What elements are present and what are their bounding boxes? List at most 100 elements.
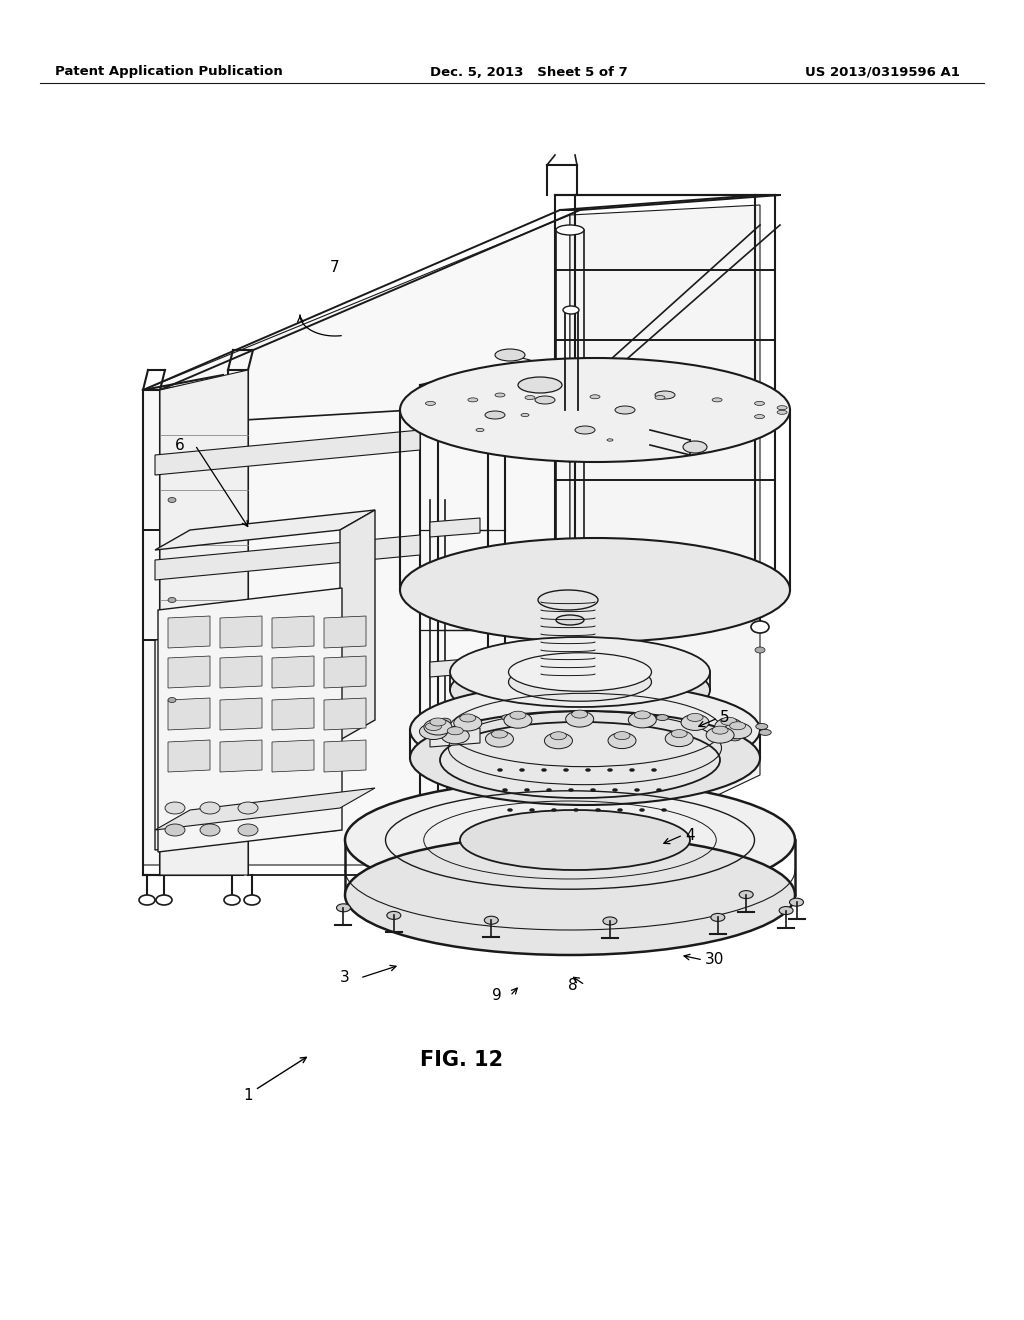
Ellipse shape [759,730,771,735]
Ellipse shape [165,824,185,836]
Polygon shape [155,535,420,579]
Ellipse shape [484,895,500,906]
Ellipse shape [200,803,220,814]
Polygon shape [155,620,340,850]
Polygon shape [430,587,480,607]
Ellipse shape [790,898,804,907]
Polygon shape [324,741,366,772]
Ellipse shape [575,426,595,434]
Ellipse shape [656,788,662,792]
Ellipse shape [719,718,731,725]
Ellipse shape [410,682,760,777]
Polygon shape [168,698,210,730]
Ellipse shape [634,711,650,719]
Polygon shape [155,430,420,475]
Text: 8: 8 [568,978,578,993]
Ellipse shape [430,718,445,726]
Polygon shape [168,741,210,772]
Ellipse shape [238,803,258,814]
Ellipse shape [529,808,535,812]
Ellipse shape [387,911,400,920]
Ellipse shape [721,717,737,725]
Text: Dec. 5, 2013   Sheet 5 of 7: Dec. 5, 2013 Sheet 5 of 7 [430,66,628,78]
Ellipse shape [563,768,568,771]
Ellipse shape [425,401,435,405]
Ellipse shape [671,730,687,738]
Polygon shape [324,656,366,688]
Ellipse shape [629,711,656,727]
Polygon shape [272,698,314,730]
Ellipse shape [751,620,769,634]
Ellipse shape [498,768,503,771]
Polygon shape [155,788,375,830]
Ellipse shape [603,917,616,925]
Polygon shape [272,616,314,648]
Ellipse shape [586,768,591,771]
Ellipse shape [524,788,529,792]
Ellipse shape [454,715,482,731]
Ellipse shape [440,722,720,799]
Ellipse shape [450,638,710,708]
Ellipse shape [630,768,635,771]
Ellipse shape [502,714,514,721]
Ellipse shape [707,727,734,743]
Ellipse shape [441,727,469,743]
Ellipse shape [730,722,745,730]
Ellipse shape [568,788,573,792]
Ellipse shape [400,539,790,642]
Ellipse shape [510,711,526,719]
Ellipse shape [168,697,176,702]
Ellipse shape [508,808,512,812]
Ellipse shape [607,768,612,771]
Ellipse shape [410,711,760,805]
Ellipse shape [573,808,579,812]
Text: Patent Application Publication: Patent Application Publication [55,66,283,78]
Ellipse shape [683,441,707,453]
Ellipse shape [681,714,709,730]
Ellipse shape [545,733,572,748]
Ellipse shape [476,429,484,432]
Polygon shape [430,729,480,747]
Ellipse shape [509,653,651,692]
Ellipse shape [168,498,176,503]
Polygon shape [324,698,366,730]
Text: US 2013/0319596 A1: US 2013/0319596 A1 [805,66,961,78]
Ellipse shape [521,413,529,417]
Ellipse shape [400,358,790,462]
Ellipse shape [571,710,588,718]
Ellipse shape [244,895,260,906]
Polygon shape [272,656,314,688]
Ellipse shape [662,808,667,812]
Ellipse shape [460,714,476,722]
Polygon shape [160,370,248,875]
Ellipse shape [345,836,795,954]
Ellipse shape [525,396,535,400]
Ellipse shape [612,788,617,792]
Ellipse shape [450,655,710,725]
Polygon shape [220,656,262,688]
Ellipse shape [503,788,508,792]
Ellipse shape [635,788,640,792]
Ellipse shape [468,397,478,401]
Ellipse shape [687,713,703,722]
Ellipse shape [779,907,794,915]
Ellipse shape [712,397,722,401]
Ellipse shape [337,904,350,912]
Ellipse shape [224,895,240,906]
Ellipse shape [711,913,725,921]
Ellipse shape [666,730,693,747]
Text: 3: 3 [340,970,350,986]
Ellipse shape [518,378,562,393]
Ellipse shape [656,714,669,721]
Ellipse shape [596,808,600,812]
Ellipse shape [712,726,728,734]
Ellipse shape [509,663,651,701]
Ellipse shape [535,396,555,404]
Ellipse shape [756,723,768,730]
Ellipse shape [238,824,258,836]
Ellipse shape [495,348,525,360]
Ellipse shape [556,224,584,235]
Ellipse shape [447,727,463,735]
Ellipse shape [556,615,584,624]
Ellipse shape [608,733,636,748]
